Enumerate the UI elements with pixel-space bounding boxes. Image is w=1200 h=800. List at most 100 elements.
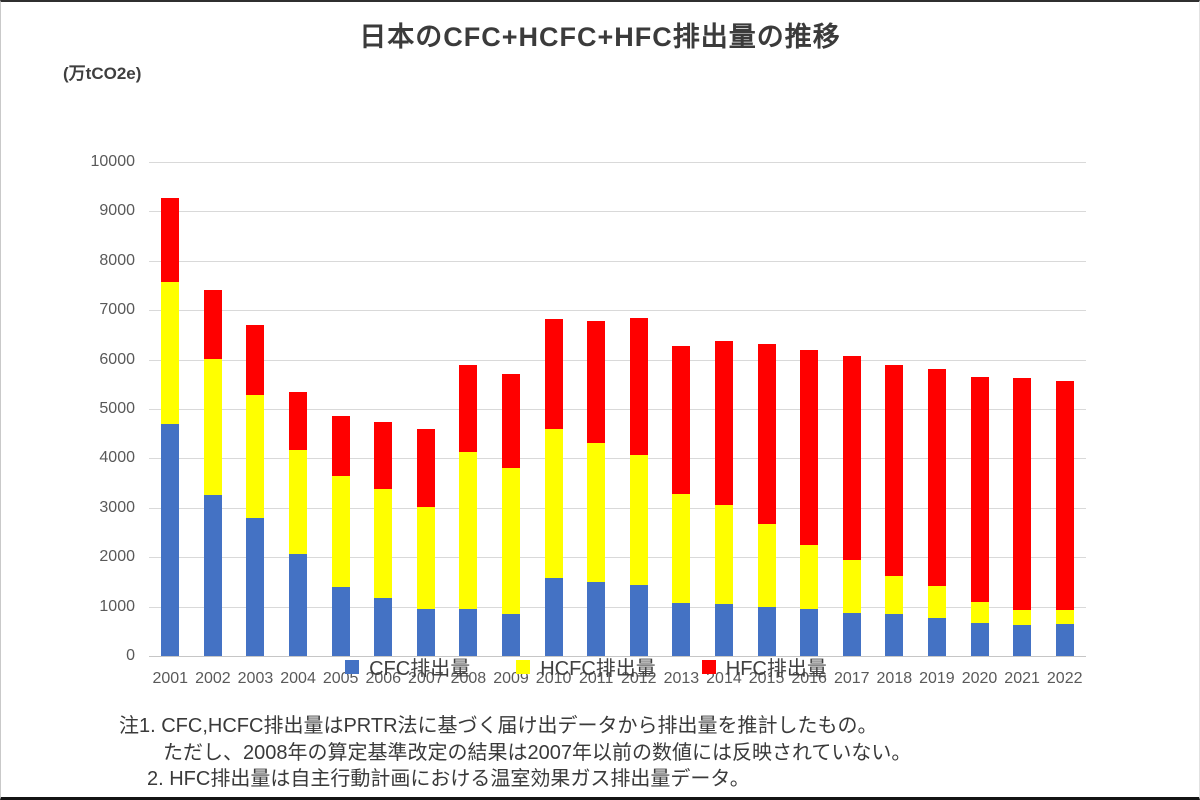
x-tick-label-2021: 2021 [1004,670,1040,687]
bar-segment-2003-cfc [246,517,265,656]
y-tick-label-10000: 10000 [90,153,136,170]
bar-segment-2020-hfc [970,376,989,602]
bar-2006 [374,421,393,656]
legend-label-hcfc: HCFC排出量 [540,658,656,680]
bar-2012 [629,317,648,656]
bar-segment-2011-hcfc [587,442,606,582]
bar-segment-2005-cfc [331,587,350,656]
y-tick-label-3000: 3000 [99,498,135,516]
bar-2022 [1055,380,1074,656]
bar-segment-2017-cfc [842,612,861,656]
bar-segment-2002-hfc [203,290,222,359]
bar-segment-2003-hfc [246,325,265,395]
bar-segment-2011-cfc [587,581,606,656]
bar-segment-2016-cfc [800,609,819,656]
y-tick-label-2000: 2000 [99,548,135,566]
legend-swatch-hfc-icon [701,659,716,674]
gridline-7000 [149,310,1086,312]
bar-segment-2018-hfc [885,365,904,576]
bar-2014 [714,341,733,656]
gridline-6000 [149,359,1086,361]
bar-segment-2007-cfc [416,609,435,656]
bar-segment-2001-hcfc [161,281,180,425]
bar-segment-2011-hfc [587,320,606,443]
x-tick-label-2008: 2008 [450,670,487,687]
bar-segment-2015-cfc [757,606,776,656]
x-tick-label-2011: 2011 [578,670,614,687]
bar-segment-2012-hcfc [629,455,648,586]
bar-2020 [970,376,989,656]
y-tick-label-1000: 1000 [99,597,135,615]
bar-2010 [544,319,563,656]
page-title: 日本のCFC+HCFC+HFC排出量の推移 [359,22,841,52]
bar-2013 [672,345,691,656]
x-tick-label-2017: 2017 [833,670,870,687]
x-tick-label-2005: 2005 [322,670,359,687]
notes: 注1. CFC,HCFC排出量はPRTR法に基づく届け出データから排出量を推計し… [119,713,911,793]
bar-segment-2004-hfc [289,392,308,450]
gridline-5000 [149,409,1086,410]
bar-segment-2021-hfc [1013,378,1032,611]
x-tick-label-2012: 2012 [620,670,657,687]
bar-segment-2009-hcfc [502,468,521,615]
bar-segment-2022-cfc [1055,623,1074,656]
x-tick-label-2009: 2009 [493,670,529,687]
x-tick-label-2007: 2007 [408,670,444,687]
bar-segment-2022-hfc [1055,380,1074,611]
bar-2007 [416,429,435,656]
bar-segment-2009-hfc [502,374,521,469]
bar-segment-2018-cfc [885,614,904,656]
gridline-10000 [149,162,1086,163]
note-line-2: ただし、2008年の算定基準改定の結果は2007年以前の数値には反映されていない… [163,741,912,764]
bar-segment-2021-cfc [1013,625,1032,656]
bar-2019 [927,369,946,656]
bar-segment-2017-hfc [842,356,861,560]
bar-segment-2006-hfc [374,421,393,490]
bar-segment-2007-hfc [416,429,435,508]
gridline-3000 [149,507,1086,509]
bar-2009 [502,374,521,656]
y-tick-label-4000: 4000 [99,449,135,467]
y-tick-label-7000: 7000 [99,301,135,319]
gridline-4000 [149,458,1086,460]
bar-2008 [459,364,478,656]
bar-segment-2020-hcfc [970,601,989,623]
x-tick-label-2002: 2002 [195,670,231,687]
x-tick-label-2016: 2016 [791,670,827,687]
note-line-1: 注1. CFC,HCFC排出量はPRTR法に基づく届け出データから排出量を推計し… [119,715,878,737]
legend-swatch-cfc-icon [345,659,360,674]
bar-2002 [203,290,222,656]
x-tick-label-2022: 2022 [1046,670,1083,687]
bar-segment-2012-hfc [629,317,648,456]
bar-segment-2009-cfc [502,614,521,656]
bar-segment-2008-hcfc [459,452,478,610]
bar-segment-2003-hcfc [246,394,265,518]
bar-2004 [289,392,308,656]
bar-segment-2006-hcfc [374,489,393,598]
bar-segment-2006-cfc [374,597,393,656]
legend-item-hfc: HFC排出量 [701,652,827,681]
x-tick-label-2014: 2014 [706,670,742,687]
legend-label-cfc: CFC排出量 [369,658,471,680]
bar-segment-2008-hfc [459,364,478,453]
gridline-2000 [149,557,1086,559]
bar-segment-2010-hfc [544,319,563,430]
x-tick-label-2003: 2003 [237,670,274,687]
bar-segment-2016-hcfc [800,544,819,610]
bar-segment-2004-cfc [289,553,308,656]
gridline-8000 [149,260,1086,262]
y-tick-label-5000: 5000 [99,400,135,417]
bar-segment-2007-hcfc [416,507,435,610]
x-tick-label-2004: 2004 [280,670,316,687]
legend-item-cfc: CFC排出量 [345,652,470,681]
x-tick-label-2015: 2015 [748,670,785,687]
bar-segment-2002-hcfc [203,358,222,496]
bar-2015 [757,343,776,656]
y-tick-label-8000: 8000 [99,251,135,269]
x-tick-label-2010: 2010 [535,670,572,687]
bar-segment-2001-cfc [161,424,180,656]
bar-segment-2004-hcfc [289,449,308,554]
bar-segment-2019-hfc [927,369,946,586]
bar-segment-2002-cfc [203,495,222,656]
